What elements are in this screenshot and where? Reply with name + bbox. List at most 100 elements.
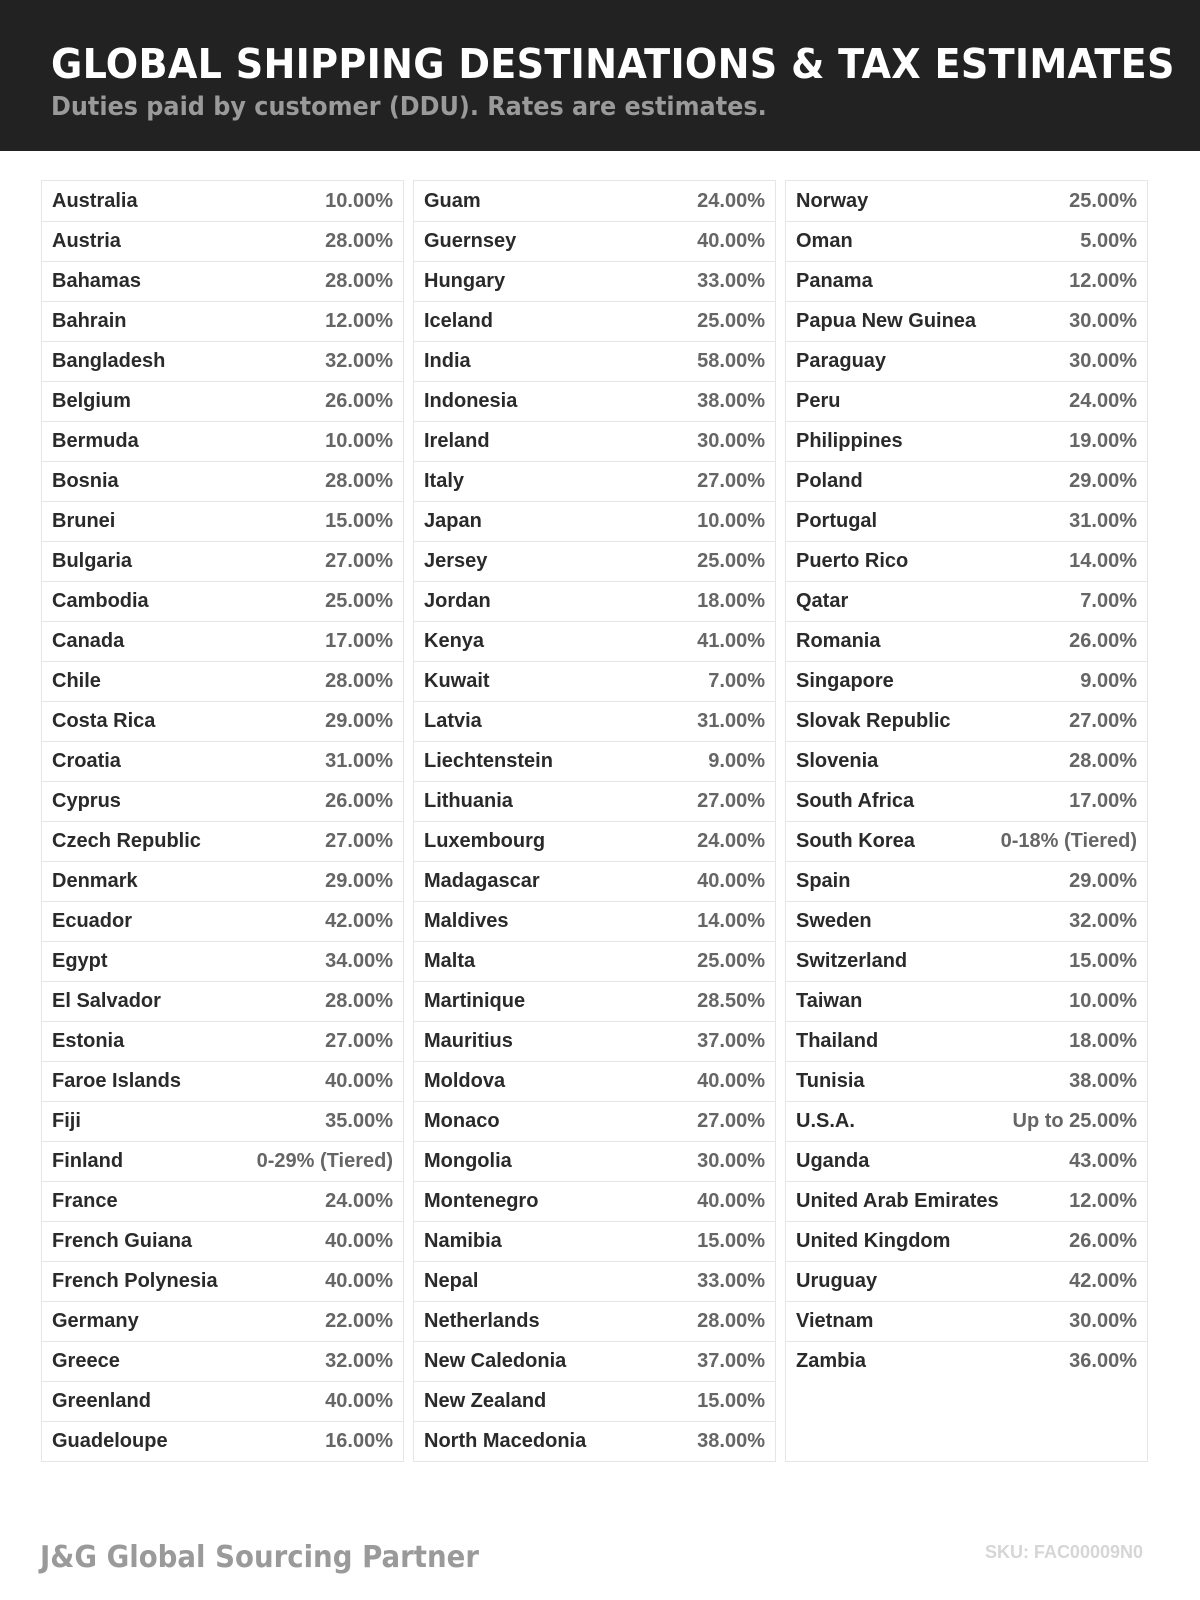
country-name: Zambia bbox=[796, 1350, 867, 1372]
tax-rate: 7.00% bbox=[1080, 590, 1137, 612]
table-row: South Korea 0-18% (Tiered) bbox=[786, 821, 1147, 861]
tax-rate: 42.00% bbox=[325, 910, 393, 932]
country-name: Croatia bbox=[52, 750, 121, 772]
table-row: Chile 28.00% bbox=[42, 661, 403, 701]
tax-rate: 24.00% bbox=[1069, 390, 1137, 412]
country-name: Portugal bbox=[796, 510, 878, 532]
table-row: Madagascar 40.00% bbox=[414, 861, 775, 901]
table-row: Denmark 29.00% bbox=[42, 861, 403, 901]
table-row: Maldives 14.00% bbox=[414, 901, 775, 941]
tax-rate: 10.00% bbox=[1069, 990, 1137, 1012]
tax-rate: 32.00% bbox=[1069, 910, 1137, 932]
table-row: Germany 22.00% bbox=[42, 1301, 403, 1341]
tax-rate: 37.00% bbox=[697, 1030, 765, 1052]
tax-rate: 10.00% bbox=[325, 430, 393, 452]
country-name: Cyprus bbox=[52, 790, 121, 812]
table-row: Norway 25.00% bbox=[786, 181, 1147, 221]
table-row: Monaco 27.00% bbox=[414, 1101, 775, 1141]
country-name: Indonesia bbox=[424, 390, 518, 412]
country-name: United Arab Emirates bbox=[796, 1190, 999, 1212]
country-name: Jordan bbox=[424, 590, 491, 612]
table-row: Sweden 32.00% bbox=[786, 901, 1147, 941]
country-name: Monaco bbox=[424, 1110, 500, 1132]
table-row: Croatia 31.00% bbox=[42, 741, 403, 781]
table-row: Japan 10.00% bbox=[414, 501, 775, 541]
tax-rate: 29.00% bbox=[1069, 870, 1137, 892]
tax-rate: 17.00% bbox=[1069, 790, 1137, 812]
tax-rate: 19.00% bbox=[1069, 430, 1137, 452]
table-row: Oman 5.00% bbox=[786, 221, 1147, 261]
table-row: Jersey 25.00% bbox=[414, 541, 775, 581]
tax-rate: 9.00% bbox=[708, 750, 765, 772]
table-row: Singapore 9.00% bbox=[786, 661, 1147, 701]
tax-rate: 26.00% bbox=[325, 390, 393, 412]
country-name: Malta bbox=[424, 950, 476, 972]
tax-rate: 25.00% bbox=[325, 590, 393, 612]
tax-rate: 22.00% bbox=[325, 1310, 393, 1332]
country-name: Thailand bbox=[796, 1030, 879, 1052]
tax-rate: 36.00% bbox=[1069, 1350, 1137, 1372]
country-name: Nepal bbox=[424, 1270, 479, 1292]
country-name: Moldova bbox=[424, 1070, 506, 1092]
tax-rate: 28.00% bbox=[697, 1310, 765, 1332]
tax-rate: 24.00% bbox=[325, 1190, 393, 1212]
country-name: Canada bbox=[52, 630, 125, 652]
table-row: Peru 24.00% bbox=[786, 381, 1147, 421]
country-name: New Caledonia bbox=[424, 1350, 567, 1372]
tax-rate: 40.00% bbox=[697, 870, 765, 892]
table-row: Brunei 15.00% bbox=[42, 501, 403, 541]
table-row: Papua New Guinea 30.00% bbox=[786, 301, 1147, 341]
country-name: Austria bbox=[52, 230, 121, 252]
table-row: Australia 10.00% bbox=[42, 181, 403, 221]
tax-rate: 7.00% bbox=[708, 670, 765, 692]
country-name: Qatar bbox=[796, 590, 849, 612]
table-row: Guadeloupe 16.00% bbox=[42, 1421, 403, 1461]
tax-rate: 16.00% bbox=[325, 1430, 393, 1452]
table-row: French Polynesia 40.00% bbox=[42, 1261, 403, 1301]
header: GLOBAL SHIPPING DESTINATIONS & TAX ESTIM… bbox=[0, 0, 1200, 151]
table-row: Namibia 15.00% bbox=[414, 1221, 775, 1261]
country-name: Montenegro bbox=[424, 1190, 539, 1212]
table-row: Bahrain 12.00% bbox=[42, 301, 403, 341]
table-row: Bermuda 10.00% bbox=[42, 421, 403, 461]
country-name: Finland bbox=[52, 1150, 124, 1172]
table-row: United Arab Emirates 12.00% bbox=[786, 1181, 1147, 1221]
table-row: El Salvador 28.00% bbox=[42, 981, 403, 1021]
table-row: Mongolia 30.00% bbox=[414, 1141, 775, 1181]
tax-rate: 40.00% bbox=[325, 1270, 393, 1292]
tax-rate: 25.00% bbox=[697, 950, 765, 972]
tax-rate: 27.00% bbox=[697, 790, 765, 812]
country-name: Kuwait bbox=[424, 670, 490, 692]
table-row: Vietnam 30.00% bbox=[786, 1301, 1147, 1341]
country-name: El Salvador bbox=[52, 990, 161, 1012]
country-name: Bahrain bbox=[52, 310, 127, 332]
country-name: Sweden bbox=[796, 910, 872, 932]
country-name: Cambodia bbox=[52, 590, 149, 612]
country-name: Bangladesh bbox=[52, 350, 166, 372]
tax-rate: 40.00% bbox=[325, 1230, 393, 1252]
table-row: Uruguay 42.00% bbox=[786, 1261, 1147, 1301]
tax-rate: 26.00% bbox=[325, 790, 393, 812]
table-row: Greenland 40.00% bbox=[42, 1381, 403, 1421]
table-row: Nepal 33.00% bbox=[414, 1261, 775, 1301]
country-name: Bosnia bbox=[52, 470, 119, 492]
tax-rate: 31.00% bbox=[1069, 510, 1137, 532]
country-name: Slovenia bbox=[796, 750, 879, 772]
tax-rate: Up to 25.00% bbox=[1012, 1110, 1137, 1132]
country-name: Mongolia bbox=[424, 1150, 512, 1172]
tax-rate: 30.00% bbox=[1069, 310, 1137, 332]
country-name: Bermuda bbox=[52, 430, 139, 452]
table-row: Luxembourg 24.00% bbox=[414, 821, 775, 861]
tax-rate: 0-18% (Tiered) bbox=[1000, 830, 1137, 852]
tax-rate: 12.00% bbox=[325, 310, 393, 332]
tax-rate: 40.00% bbox=[325, 1070, 393, 1092]
country-name: Madagascar bbox=[424, 870, 540, 892]
tax-rate: 24.00% bbox=[697, 189, 765, 212]
country-name: Egypt bbox=[52, 950, 108, 972]
country-name: Ireland bbox=[424, 430, 490, 452]
country-name: Belgium bbox=[52, 390, 131, 412]
country-name: Czech Republic bbox=[52, 830, 201, 852]
tax-rate: 12.00% bbox=[1069, 270, 1137, 292]
tax-rate: 40.00% bbox=[325, 1390, 393, 1412]
tax-rate: 30.00% bbox=[1069, 350, 1137, 372]
